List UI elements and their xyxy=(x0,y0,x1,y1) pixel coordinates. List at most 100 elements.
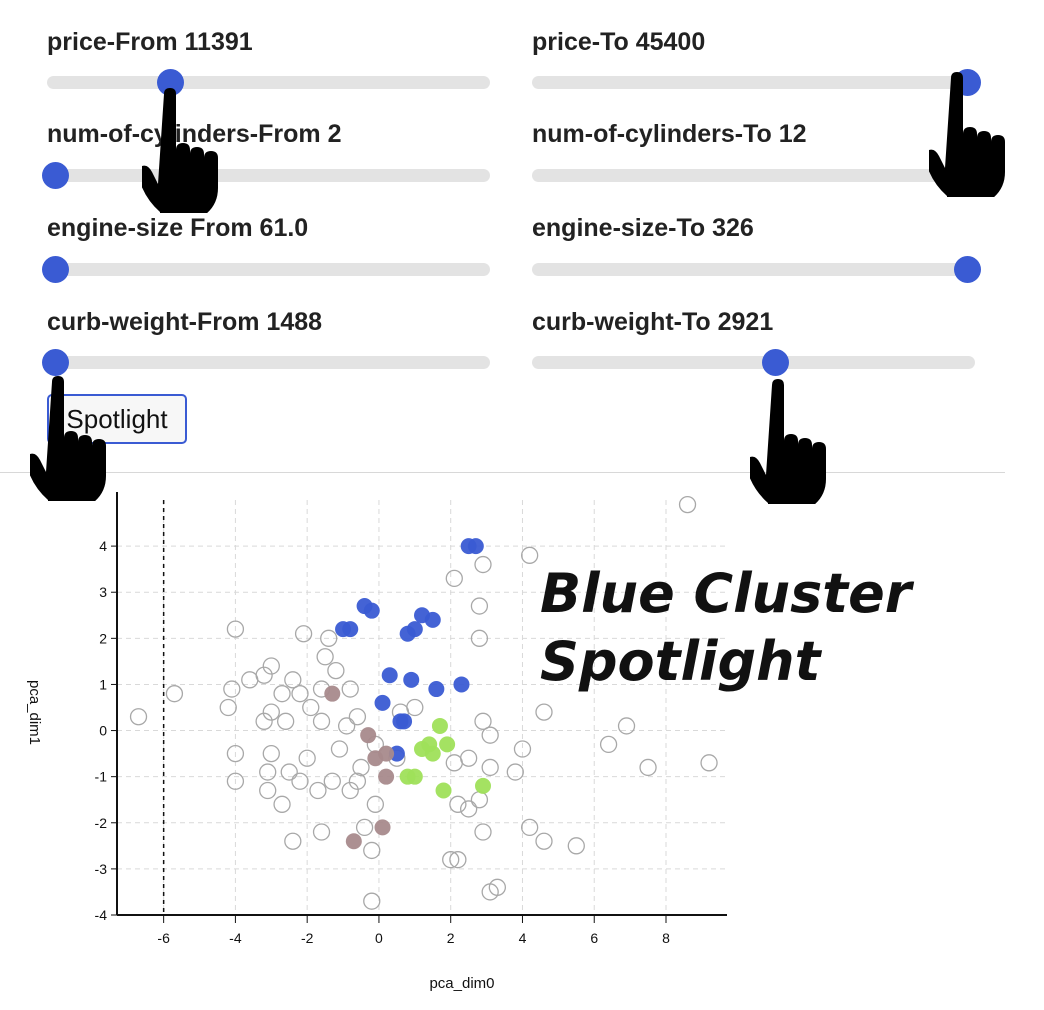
data-point xyxy=(360,727,377,744)
data-point xyxy=(406,621,423,638)
data-point xyxy=(535,703,553,721)
data-point xyxy=(520,546,539,564)
slider-thumb[interactable] xyxy=(42,162,69,189)
x-tick-label: 8 xyxy=(662,930,670,946)
data-point xyxy=(428,681,445,698)
slider-thumb[interactable] xyxy=(954,256,981,283)
data-point xyxy=(445,569,463,588)
data-point xyxy=(165,685,184,703)
data-point xyxy=(678,495,697,514)
data-point xyxy=(470,791,489,809)
data-point xyxy=(406,698,424,717)
data-point xyxy=(374,694,391,711)
slider-label: engine-size From 61.0 xyxy=(47,214,309,242)
data-point xyxy=(291,772,309,790)
annotation-line-2: Spotlight xyxy=(540,630,821,693)
data-point xyxy=(439,736,456,753)
slider-label: price-To 45400 xyxy=(532,28,706,56)
data-point xyxy=(294,625,313,643)
data-point xyxy=(567,837,585,855)
data-point xyxy=(241,671,259,689)
x-tick-label: 6 xyxy=(590,930,598,946)
slider-track[interactable] xyxy=(532,69,981,96)
data-point xyxy=(474,555,492,574)
x-tick-label: 4 xyxy=(519,930,527,946)
data-point xyxy=(302,698,320,717)
x-tick-label: -6 xyxy=(157,930,170,946)
data-point xyxy=(291,685,309,703)
divider xyxy=(0,472,1005,473)
data-point xyxy=(414,741,430,757)
slider-track[interactable] xyxy=(42,349,490,376)
data-point xyxy=(470,597,489,615)
data-point xyxy=(348,708,367,726)
data-point xyxy=(348,772,367,790)
x-tick-label: 2 xyxy=(447,930,455,946)
data-point xyxy=(262,744,280,763)
spotlight-button[interactable]: Spotlight xyxy=(47,394,187,444)
data-point xyxy=(459,800,478,818)
data-point xyxy=(312,823,331,841)
data-point xyxy=(617,717,636,735)
y-tick-label: -2 xyxy=(95,815,108,831)
y-tick-label: 0 xyxy=(99,723,107,739)
x-tick-label: -2 xyxy=(301,930,314,946)
y-tick-label: 1 xyxy=(99,676,107,692)
data-point xyxy=(459,749,478,767)
y-tick-label: -4 xyxy=(95,907,108,923)
data-point xyxy=(298,749,316,767)
data-point xyxy=(226,620,245,638)
data-point xyxy=(403,671,420,688)
slider-label: curb-weight-From 1488 xyxy=(47,308,323,336)
data-point xyxy=(312,712,331,730)
y-tick-label: -1 xyxy=(95,769,108,785)
data-point xyxy=(431,717,448,734)
data-point xyxy=(323,772,341,790)
data-point xyxy=(475,777,491,794)
data-point xyxy=(406,768,423,785)
data-point xyxy=(363,892,381,910)
data-point xyxy=(226,772,245,790)
data-point xyxy=(226,744,245,763)
slider-label: engine-size-To 326 xyxy=(532,214,754,242)
data-point xyxy=(284,832,302,850)
slider-track[interactable] xyxy=(532,256,981,283)
data-point xyxy=(535,832,553,850)
data-point xyxy=(474,712,492,730)
x-tick-label: -4 xyxy=(229,930,242,946)
data-point xyxy=(219,698,237,717)
data-point xyxy=(481,726,499,744)
data-point xyxy=(520,818,539,837)
slider-thumb[interactable] xyxy=(42,256,69,283)
slider-label: num-of-cylinders-To 12 xyxy=(532,120,807,148)
slider-track[interactable] xyxy=(532,349,975,376)
data-point xyxy=(259,763,277,781)
slider-label: curb-weight-To 2921 xyxy=(532,308,774,336)
data-point xyxy=(363,602,380,619)
slider-track[interactable] xyxy=(42,256,490,283)
data-point xyxy=(345,833,362,850)
data-point xyxy=(396,713,413,730)
data-point xyxy=(352,758,370,777)
slider-track[interactable] xyxy=(532,162,981,189)
data-point xyxy=(341,680,359,698)
hand-pointer-icon xyxy=(142,88,218,213)
data-point xyxy=(599,735,618,754)
data-point xyxy=(506,763,524,781)
slider-track[interactable] xyxy=(42,162,490,189)
data-point xyxy=(513,740,532,758)
annotation: Blue Cluster Spotlight xyxy=(540,560,911,696)
data-point xyxy=(378,745,395,762)
hand-pointer-icon xyxy=(30,376,106,501)
data-point xyxy=(449,795,467,813)
data-point xyxy=(378,768,395,785)
data-point xyxy=(700,754,718,772)
data-point xyxy=(316,648,334,666)
slider-thumb[interactable] xyxy=(761,349,789,376)
data-point xyxy=(262,657,280,675)
data-point xyxy=(363,841,381,860)
slider-thumb[interactable] xyxy=(42,349,69,376)
data-point xyxy=(342,621,359,638)
slider-track[interactable] xyxy=(47,69,490,96)
data-point xyxy=(273,795,291,813)
